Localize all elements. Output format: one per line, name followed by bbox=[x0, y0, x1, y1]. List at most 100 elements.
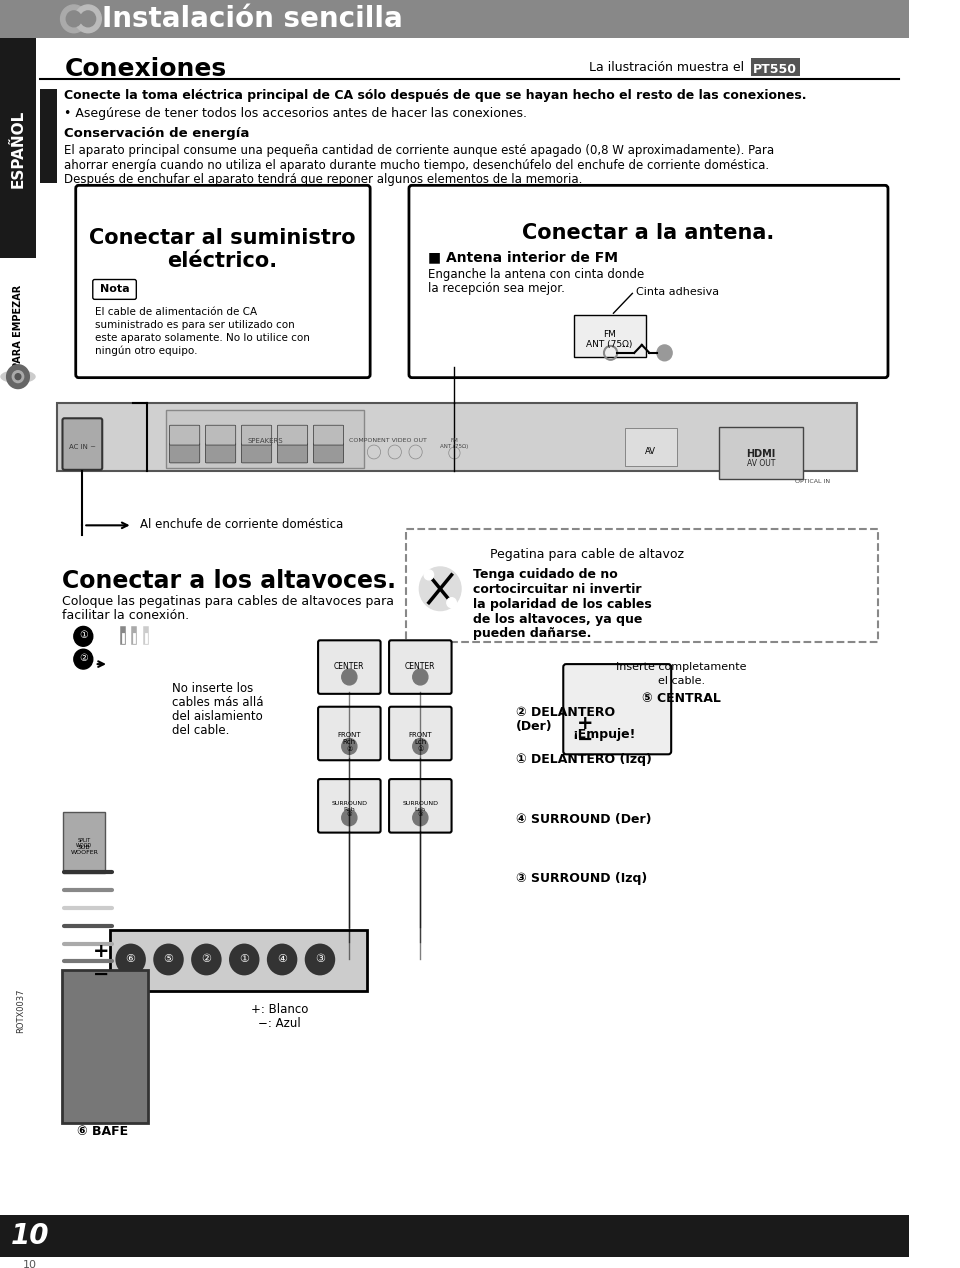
Text: ③: ③ bbox=[315, 955, 325, 965]
Text: −: − bbox=[93, 965, 109, 984]
Text: ROTX0037: ROTX0037 bbox=[16, 989, 25, 1033]
Text: ANT (75Ω): ANT (75Ω) bbox=[587, 340, 633, 349]
Text: ⑤ CENTRAL: ⑤ CENTRAL bbox=[642, 692, 721, 705]
Text: PARA EMPEZAR: PARA EMPEZAR bbox=[13, 285, 23, 369]
FancyBboxPatch shape bbox=[0, 38, 36, 257]
Text: • Asegúrese de tener todos los accesorios antes de hacer las conexiones.: • Asegúrese de tener todos los accesorio… bbox=[64, 107, 527, 120]
Circle shape bbox=[342, 810, 357, 825]
Text: CENTER: CENTER bbox=[334, 662, 365, 671]
Text: cortocircuitar ni invertir: cortocircuitar ni invertir bbox=[473, 583, 642, 596]
Text: ⑥ BAFE: ⑥ BAFE bbox=[77, 1125, 128, 1137]
FancyBboxPatch shape bbox=[109, 929, 368, 992]
Text: ahorrar energía cuando no utiliza el aparato durante mucho tiempo, desenchúfelo : ahorrar energía cuando no utiliza el apa… bbox=[64, 158, 770, 171]
Text: ①: ① bbox=[239, 955, 250, 965]
FancyBboxPatch shape bbox=[389, 779, 451, 833]
Text: ①: ① bbox=[79, 630, 87, 640]
Text: suministrado es para ser utilizado con: suministrado es para ser utilizado con bbox=[95, 320, 295, 330]
Text: El cable de alimentación de CA: El cable de alimentación de CA bbox=[95, 307, 256, 317]
Text: Coloque las pegatinas para cables de altavoces para: Coloque las pegatinas para cables de alt… bbox=[61, 595, 394, 607]
Ellipse shape bbox=[1, 370, 35, 383]
Text: Enganche la antena con cinta donde: Enganche la antena con cinta donde bbox=[428, 268, 644, 280]
FancyBboxPatch shape bbox=[63, 812, 105, 874]
Text: 10: 10 bbox=[23, 1260, 37, 1268]
Text: facilitar la conexión.: facilitar la conexión. bbox=[61, 609, 189, 621]
Text: ③ SURROUND (Izq): ③ SURROUND (Izq) bbox=[516, 872, 647, 885]
Text: FRONT
Rch
②: FRONT Rch ② bbox=[338, 732, 361, 752]
FancyBboxPatch shape bbox=[313, 425, 344, 445]
Circle shape bbox=[74, 649, 93, 670]
Text: FM
ANT (75Ω): FM ANT (75Ω) bbox=[441, 439, 468, 449]
Circle shape bbox=[116, 945, 145, 974]
Text: PT550: PT550 bbox=[754, 63, 798, 76]
Text: (Der): (Der) bbox=[516, 720, 553, 733]
Circle shape bbox=[342, 738, 357, 754]
FancyBboxPatch shape bbox=[564, 664, 671, 754]
Text: −: Azul: −: Azul bbox=[258, 1017, 300, 1030]
FancyBboxPatch shape bbox=[205, 443, 236, 463]
Circle shape bbox=[75, 5, 102, 33]
Text: 10: 10 bbox=[12, 1222, 50, 1250]
Text: SPEAKERS: SPEAKERS bbox=[248, 439, 283, 444]
Text: AV: AV bbox=[645, 448, 656, 456]
Text: ②: ② bbox=[79, 653, 87, 663]
Text: FRONT
Lch
①: FRONT Lch ① bbox=[409, 732, 432, 752]
FancyBboxPatch shape bbox=[389, 706, 451, 761]
Text: La ilustración muestra el: La ilustración muestra el bbox=[588, 61, 744, 75]
Text: Conecte la toma eléctrica principal de CA sólo después de que se hayan hecho el : Conecte la toma eléctrica principal de C… bbox=[64, 89, 806, 103]
FancyBboxPatch shape bbox=[318, 706, 380, 761]
Text: del aislamiento: del aislamiento bbox=[172, 710, 263, 723]
Text: No inserte los: No inserte los bbox=[172, 682, 253, 695]
Circle shape bbox=[15, 374, 21, 379]
Text: la polaridad de los cables: la polaridad de los cables bbox=[473, 597, 652, 611]
Circle shape bbox=[420, 567, 461, 611]
Text: SURROUND
Lch
③: SURROUND Lch ③ bbox=[402, 801, 439, 818]
Text: ningún otro equipo.: ningún otro equipo. bbox=[95, 346, 197, 356]
FancyBboxPatch shape bbox=[62, 418, 102, 470]
Text: la recepción sea mejor.: la recepción sea mejor. bbox=[428, 281, 564, 294]
Text: +: + bbox=[577, 714, 593, 733]
Text: ④: ④ bbox=[277, 955, 287, 965]
Text: −: − bbox=[577, 730, 593, 749]
FancyBboxPatch shape bbox=[625, 429, 677, 465]
Text: SPLIT
WOOD: SPLIT WOOD bbox=[76, 838, 92, 848]
FancyBboxPatch shape bbox=[406, 529, 877, 643]
Text: OPTICAL IN: OPTICAL IN bbox=[795, 479, 829, 484]
FancyBboxPatch shape bbox=[0, 1215, 909, 1257]
Text: CENTER: CENTER bbox=[405, 662, 436, 671]
FancyBboxPatch shape bbox=[57, 403, 856, 470]
Circle shape bbox=[230, 945, 258, 974]
FancyBboxPatch shape bbox=[719, 427, 803, 479]
Text: Nota: Nota bbox=[100, 284, 130, 294]
Text: AC IN ~: AC IN ~ bbox=[69, 444, 96, 450]
Text: ④ SURROUND (Der): ④ SURROUND (Der) bbox=[516, 813, 652, 825]
Text: ■ Antena interior de FM: ■ Antena interior de FM bbox=[428, 250, 618, 264]
FancyBboxPatch shape bbox=[409, 185, 888, 378]
Text: ⑥: ⑥ bbox=[126, 955, 135, 965]
FancyBboxPatch shape bbox=[205, 425, 236, 445]
Text: SURROUND
Rch
④: SURROUND Rch ④ bbox=[331, 801, 368, 818]
FancyBboxPatch shape bbox=[277, 443, 307, 463]
Circle shape bbox=[155, 945, 182, 974]
Text: El aparato principal consume una pequeña cantidad de corriente aunque esté apaga: El aparato principal consume una pequeña… bbox=[64, 143, 775, 157]
FancyBboxPatch shape bbox=[241, 425, 272, 445]
Text: cables más allá: cables más allá bbox=[172, 696, 264, 709]
Circle shape bbox=[74, 626, 93, 647]
FancyBboxPatch shape bbox=[277, 425, 307, 445]
FancyBboxPatch shape bbox=[76, 185, 371, 378]
Text: Conectar a los altavoces.: Conectar a los altavoces. bbox=[61, 569, 396, 593]
FancyBboxPatch shape bbox=[166, 411, 365, 468]
Text: Pegatina para cable de altavoz: Pegatina para cable de altavoz bbox=[490, 548, 684, 562]
Circle shape bbox=[413, 670, 428, 685]
Circle shape bbox=[12, 370, 24, 383]
Text: Instalación sencilla: Instalación sencilla bbox=[102, 5, 403, 33]
Circle shape bbox=[424, 569, 434, 579]
Text: +: + bbox=[93, 942, 109, 961]
Circle shape bbox=[413, 810, 428, 825]
Text: pueden dañarse.: pueden dañarse. bbox=[473, 628, 591, 640]
FancyBboxPatch shape bbox=[313, 443, 344, 463]
FancyBboxPatch shape bbox=[170, 443, 200, 463]
Text: Al enchufe de corriente doméstica: Al enchufe de corriente doméstica bbox=[140, 519, 344, 531]
Text: +: Blanco: +: Blanco bbox=[251, 1003, 308, 1016]
FancyBboxPatch shape bbox=[574, 316, 646, 356]
FancyBboxPatch shape bbox=[318, 779, 380, 833]
